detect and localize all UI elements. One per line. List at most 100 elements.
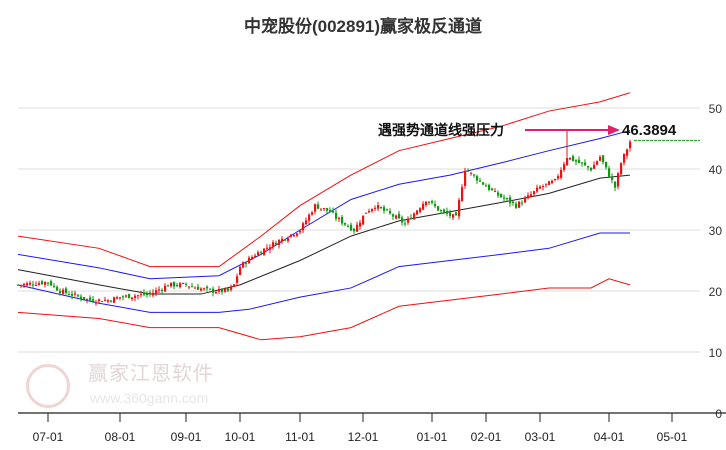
candle-body xyxy=(371,208,374,212)
candle-body xyxy=(230,286,233,290)
candle-body xyxy=(197,286,200,290)
candle-body xyxy=(323,208,326,210)
candle-body xyxy=(257,252,260,256)
candle-body xyxy=(143,292,146,295)
candle-body xyxy=(107,300,110,302)
candle-body xyxy=(248,257,251,264)
candle-body xyxy=(125,295,128,297)
candle-body xyxy=(533,191,536,195)
candle-body xyxy=(368,211,371,213)
candle-body xyxy=(452,214,455,218)
candle-body xyxy=(545,183,548,185)
candle-body xyxy=(272,242,275,247)
candle-body xyxy=(224,288,227,292)
candle-body xyxy=(359,222,362,227)
candle-body xyxy=(572,156,575,161)
chart-title: 中宠股份(002891)赢家极反通道 xyxy=(243,17,483,36)
candle-body xyxy=(50,281,53,286)
candle-body xyxy=(395,215,398,219)
candle-body xyxy=(521,202,524,204)
candle-body xyxy=(239,266,242,276)
candle-body xyxy=(113,297,116,303)
candle-body xyxy=(149,292,152,294)
candle-body xyxy=(599,156,602,161)
candle-body xyxy=(455,212,458,216)
candle-body xyxy=(428,201,431,203)
candle-body xyxy=(185,283,188,285)
candle-body xyxy=(338,218,341,220)
y-tick-label: 0 xyxy=(715,407,722,421)
candle-body xyxy=(419,208,422,212)
candle-body xyxy=(314,204,317,212)
candle-body xyxy=(209,288,212,290)
candle-body xyxy=(548,181,551,185)
annotation-value: 46.3894 xyxy=(622,122,677,139)
candle-body xyxy=(389,211,392,214)
candle-body xyxy=(494,191,497,193)
candle-body xyxy=(269,247,272,250)
candle-body xyxy=(557,176,560,179)
band-line-middle xyxy=(17,174,631,295)
candle-body xyxy=(329,210,332,213)
candle-body xyxy=(503,197,506,199)
y-tick-label: 10 xyxy=(709,346,723,360)
y-tick-label: 20 xyxy=(709,285,723,299)
candles xyxy=(17,139,632,306)
candle-body xyxy=(479,180,482,182)
candle-body xyxy=(251,257,254,260)
candle-body xyxy=(596,161,599,165)
candle-body xyxy=(17,284,20,286)
candle-body xyxy=(254,255,257,257)
watermark-text: 赢家江恩软件 xyxy=(88,363,214,385)
candle-body xyxy=(398,213,401,219)
candle-body xyxy=(191,286,194,288)
candle-body xyxy=(194,287,197,289)
candle-body xyxy=(341,216,344,224)
candle-body xyxy=(353,228,356,232)
candle-body xyxy=(485,185,488,187)
candle-body xyxy=(293,235,296,237)
candle-body xyxy=(500,193,503,198)
watermark-url: www.360gann.com xyxy=(90,390,209,406)
candle-body xyxy=(320,208,323,210)
candle-body xyxy=(374,207,377,209)
candle-body xyxy=(311,212,314,215)
candle-body xyxy=(623,153,626,163)
candle-body xyxy=(461,187,464,202)
candle-body xyxy=(179,283,182,288)
candle-body xyxy=(515,203,518,208)
candle-body xyxy=(26,283,29,286)
x-tick-label: 05-01 xyxy=(657,430,688,444)
candle-body xyxy=(98,299,101,302)
candle-body xyxy=(155,290,158,294)
candle-body xyxy=(527,195,530,199)
band-line-upper-outer xyxy=(17,92,631,268)
candle-body xyxy=(326,207,329,211)
candle-body xyxy=(110,300,113,302)
candle-body xyxy=(629,141,632,149)
candle-body xyxy=(137,295,140,297)
candle-body xyxy=(488,184,491,190)
candle-body xyxy=(101,301,104,303)
candle-body xyxy=(182,282,185,284)
candle-body xyxy=(92,299,95,302)
annotation-arrow-head xyxy=(608,125,620,136)
candle-body xyxy=(161,289,164,291)
candle-body xyxy=(614,181,617,188)
candle-body xyxy=(536,187,539,192)
candle-body xyxy=(95,302,98,304)
candle-body xyxy=(158,289,161,291)
x-tick-label: 03-01 xyxy=(525,430,556,444)
candle-body xyxy=(74,293,77,295)
candle-body xyxy=(542,186,545,188)
candle-body xyxy=(464,170,467,186)
candle-body xyxy=(302,223,305,231)
candle-body xyxy=(365,212,368,214)
x-tick-label: 09-01 xyxy=(171,430,202,444)
candle-body xyxy=(131,297,134,299)
candle-body xyxy=(164,285,167,292)
candle-body xyxy=(86,298,89,300)
x-tick-label: 12-01 xyxy=(348,430,379,444)
